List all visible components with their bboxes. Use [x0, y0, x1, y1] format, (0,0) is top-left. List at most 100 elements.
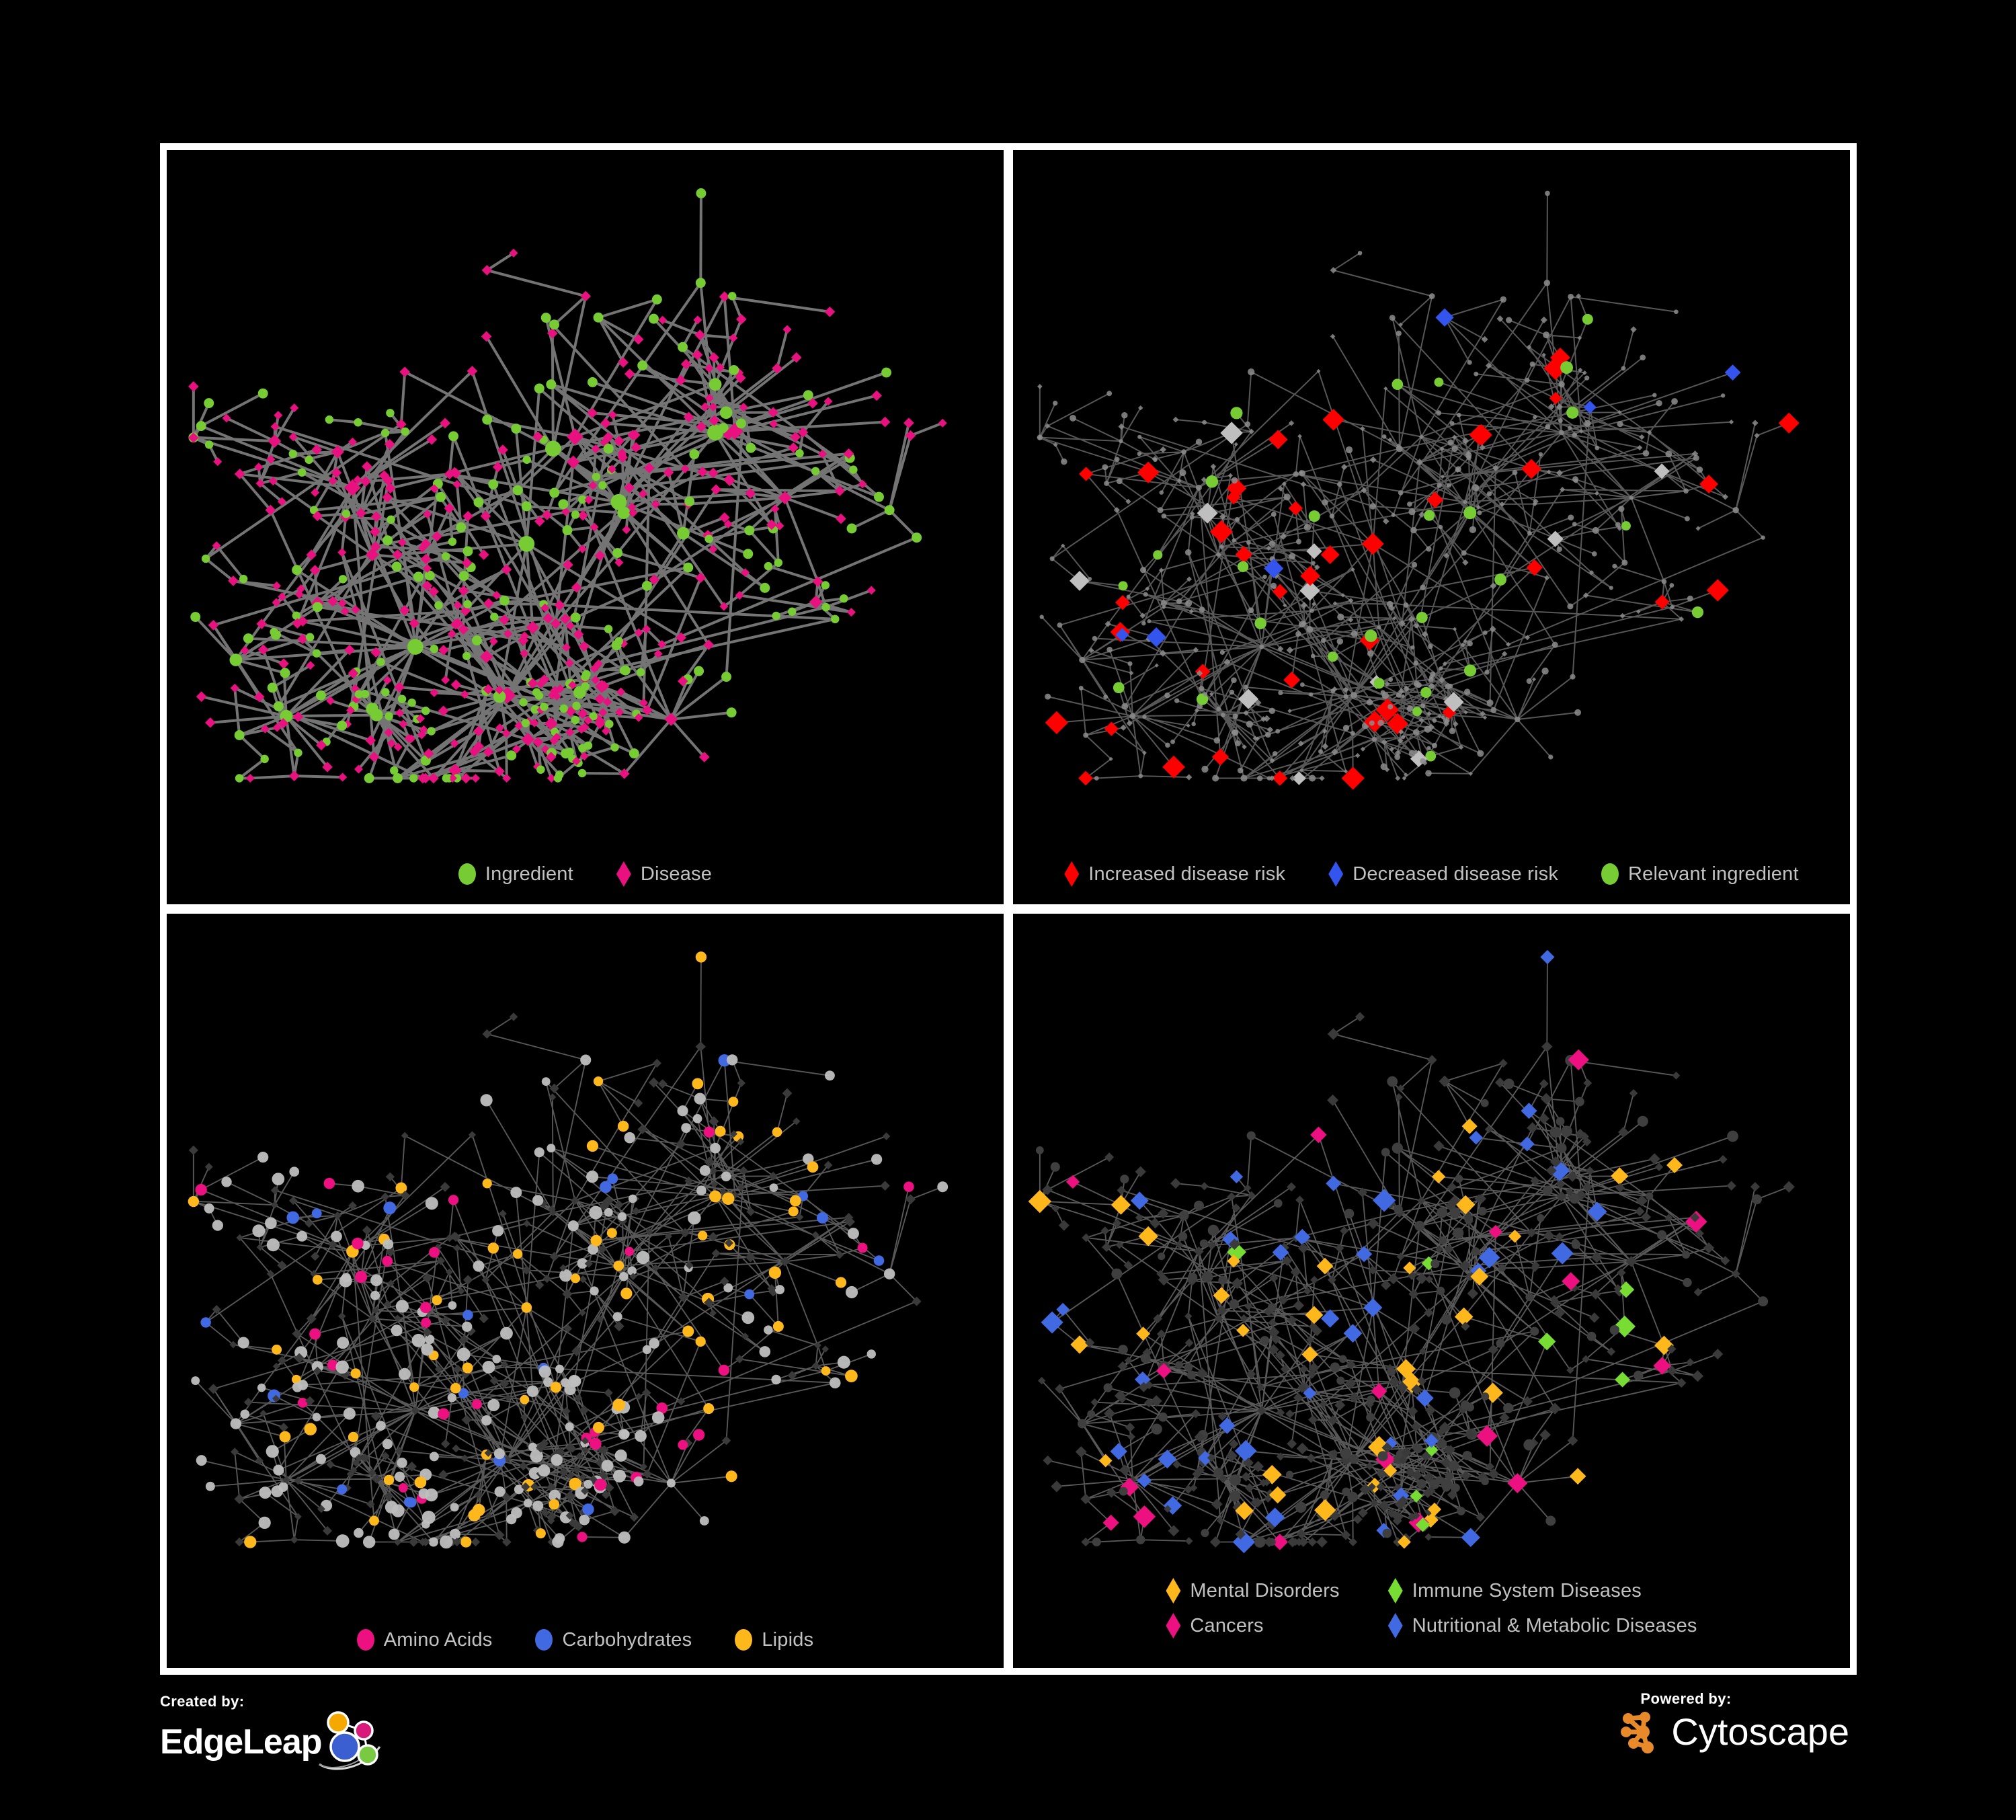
- network-node-disease[interactable]: [495, 685, 504, 695]
- network-node-ingredient[interactable]: [1761, 535, 1765, 540]
- network-node-disease[interactable]: [614, 1200, 624, 1210]
- network-node-disease[interactable]: [1293, 1300, 1305, 1311]
- network-node-disease[interactable]: [1332, 686, 1338, 693]
- network-node-ingredient[interactable]: [572, 701, 581, 711]
- network-node-disease[interactable]: [1139, 612, 1146, 619]
- network-node-disease[interactable]: [1186, 723, 1191, 728]
- network-node-disease[interactable]: [1441, 715, 1446, 720]
- network-node-ingredient[interactable]: [840, 594, 848, 603]
- network-node-disease[interactable]: [571, 1196, 579, 1205]
- network-node-disease[interactable]: [1617, 410, 1622, 415]
- network-node-ingredient[interactable]: [1586, 1331, 1597, 1341]
- network-node-disease[interactable]: [1119, 1464, 1131, 1476]
- network-node-disease[interactable]: [213, 457, 223, 467]
- network-node-disease[interactable]: [1184, 1537, 1193, 1545]
- network-node-ingredient[interactable]: [1336, 1376, 1345, 1385]
- network-node-disease[interactable]: [1287, 1438, 1297, 1449]
- network-node-ingredient[interactable]: [1127, 661, 1133, 666]
- network-node-ingredient[interactable]: [1295, 631, 1301, 637]
- network-node-ingredient[interactable]: [678, 1439, 688, 1450]
- network-node-ingredient[interactable]: [1420, 686, 1432, 698]
- network-node-disease[interactable]: [1718, 1154, 1728, 1164]
- network-node-ingredient[interactable]: [450, 1503, 459, 1512]
- network-node-ingredient[interactable]: [1267, 1303, 1277, 1312]
- network-node-disease[interactable]: [1368, 1265, 1377, 1275]
- network-node-ingredient[interactable]: [462, 1310, 473, 1320]
- network-node-disease[interactable]: [1272, 584, 1288, 600]
- network-node-disease[interactable]: [704, 1156, 715, 1167]
- network-node-ingredient[interactable]: [1300, 682, 1305, 687]
- network-node-disease[interactable]: [1130, 1191, 1149, 1210]
- network-node-ingredient[interactable]: [1201, 1528, 1209, 1538]
- network-node-ingredient[interactable]: [428, 1407, 440, 1419]
- network-node-ingredient[interactable]: [735, 418, 746, 429]
- network-node-disease[interactable]: [441, 1315, 450, 1324]
- network-node-disease[interactable]: [1232, 1501, 1244, 1513]
- network-node-ingredient[interactable]: [577, 1532, 588, 1542]
- network-node-ingredient[interactable]: [768, 1266, 782, 1279]
- network-node-disease[interactable]: [641, 1388, 651, 1398]
- network-node-ingredient[interactable]: [651, 1411, 665, 1424]
- network-node-ingredient[interactable]: [1568, 426, 1572, 430]
- network-node-disease[interactable]: [1137, 1473, 1152, 1488]
- network-node-disease[interactable]: [542, 1274, 552, 1283]
- network-node-disease[interactable]: [1467, 1288, 1479, 1300]
- network-node-disease[interactable]: [1297, 740, 1304, 747]
- network-node-ingredient[interactable]: [1391, 512, 1396, 518]
- network-node-disease[interactable]: [1335, 1243, 1344, 1253]
- network-node-disease[interactable]: [1381, 1442, 1393, 1454]
- network-node-disease[interactable]: [503, 629, 513, 639]
- network-node-ingredient[interactable]: [1345, 446, 1353, 454]
- network-node-disease[interactable]: [492, 590, 501, 600]
- network-node-ingredient[interactable]: [1366, 1413, 1375, 1422]
- network-node-disease[interactable]: [1308, 1415, 1318, 1425]
- network-node-disease[interactable]: [602, 1490, 610, 1499]
- network-node-disease[interactable]: [1426, 491, 1444, 508]
- network-node-disease[interactable]: [1383, 386, 1388, 391]
- network-node-disease[interactable]: [1583, 1078, 1592, 1088]
- network-node-ingredient[interactable]: [1143, 592, 1148, 597]
- network-node-ingredient[interactable]: [341, 1273, 352, 1283]
- network-node-disease[interactable]: [1198, 1450, 1213, 1466]
- network-node-disease[interactable]: [368, 752, 380, 762]
- network-node-disease[interactable]: [709, 415, 720, 426]
- network-node-disease[interactable]: [624, 368, 635, 380]
- network-node-ingredient[interactable]: [618, 1271, 629, 1281]
- network-node-ingredient[interactable]: [279, 1431, 291, 1443]
- network-node-ingredient[interactable]: [1161, 513, 1167, 519]
- network-node-disease[interactable]: [614, 1320, 624, 1332]
- network-node-ingredient[interactable]: [883, 1268, 895, 1279]
- network-node-disease[interactable]: [1728, 419, 1734, 425]
- network-node-disease[interactable]: [1531, 677, 1537, 682]
- network-node-disease[interactable]: [278, 658, 289, 669]
- network-node-ingredient[interactable]: [692, 1078, 704, 1090]
- network-node-disease[interactable]: [1415, 1517, 1430, 1532]
- network-node-ingredient[interactable]: [618, 1429, 630, 1440]
- network-node-disease[interactable]: [1370, 1499, 1379, 1507]
- network-node-ingredient[interactable]: [1387, 1076, 1398, 1087]
- network-node-disease[interactable]: [1264, 1307, 1274, 1317]
- network-node-ingredient[interactable]: [448, 1195, 459, 1205]
- network-node-disease[interactable]: [1081, 1537, 1090, 1547]
- network-node-ingredient[interactable]: [425, 1197, 438, 1210]
- network-node-ingredient[interactable]: [1367, 650, 1374, 657]
- network-node-disease[interactable]: [1268, 430, 1288, 450]
- network-node-ingredient[interactable]: [398, 1483, 408, 1493]
- network-node-ingredient[interactable]: [1545, 1515, 1556, 1526]
- network-node-disease[interactable]: [1387, 604, 1395, 612]
- network-node-ingredient[interactable]: [727, 1054, 738, 1066]
- network-node-disease[interactable]: [1043, 1455, 1053, 1466]
- network-node-disease[interactable]: [422, 1273, 433, 1283]
- network-node-ingredient[interactable]: [395, 1182, 407, 1194]
- network-node-disease[interactable]: [739, 1166, 748, 1176]
- network-node-ingredient[interactable]: [1471, 1247, 1480, 1256]
- network-node-ingredient[interactable]: [614, 637, 623, 645]
- network-node-disease[interactable]: [565, 1491, 575, 1501]
- network-node-ingredient[interactable]: [1394, 1204, 1403, 1214]
- network-node-ingredient[interactable]: [528, 1442, 538, 1452]
- network-node-ingredient[interactable]: [637, 360, 648, 371]
- network-node-disease[interactable]: [1437, 714, 1442, 719]
- network-node-disease[interactable]: [601, 726, 611, 736]
- network-node-disease[interactable]: [478, 549, 489, 560]
- network-node-ingredient[interactable]: [589, 1205, 603, 1220]
